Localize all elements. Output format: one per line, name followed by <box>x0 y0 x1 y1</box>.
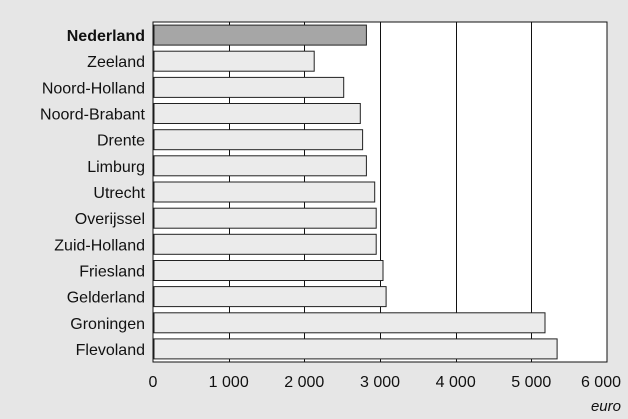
bar-noord-holland <box>153 76 345 98</box>
bar-limburg <box>153 155 367 177</box>
category-label: Limburg <box>87 159 145 176</box>
bars <box>153 24 558 360</box>
category-label: Groningen <box>70 316 145 333</box>
bar-overijssel <box>153 207 377 229</box>
category-label: Zuid-Holland <box>54 237 145 254</box>
x-tick-label: 3 000 <box>360 374 400 391</box>
x-tick-label: 1 000 <box>209 374 249 391</box>
bar-groningen <box>153 312 546 334</box>
x-tick-labels: 0 1 000 2 000 3 000 4 000 5 000 6 000 <box>149 374 622 391</box>
plot-border <box>152 21 608 363</box>
category-labels: Nederland Zeeland Noord-Holland Noord-Braba… <box>40 28 146 359</box>
category-label: Friesland <box>79 264 145 281</box>
x-axis-unit-label: euro <box>591 398 621 415</box>
bar-noord-brabant <box>153 103 361 124</box>
category-label: Overijssel <box>75 211 145 228</box>
category-label: Gelderland <box>67 290 145 307</box>
category-label: Nederland <box>67 28 145 45</box>
bar-nederland <box>153 24 367 46</box>
bar-drente <box>153 129 364 151</box>
category-label: Drente <box>97 133 145 150</box>
category-label: Noord-Brabant <box>40 107 146 124</box>
x-tick-label: 0 <box>149 374 158 391</box>
bar-friesland <box>153 260 384 281</box>
x-tick-label: 6 000 <box>581 374 621 391</box>
category-label: Zeeland <box>87 54 145 71</box>
category-label: Noord-Holland <box>42 80 145 97</box>
bar-zuid-holland <box>153 233 377 255</box>
bar-flevoland <box>153 338 558 360</box>
bar-gelderland <box>153 286 387 308</box>
category-label: Flevoland <box>76 342 145 359</box>
x-tick-label: 4 000 <box>436 374 476 391</box>
x-tick-label: 5 000 <box>511 374 551 391</box>
category-label: Utrecht <box>93 185 145 202</box>
bar-utrecht <box>153 181 376 203</box>
bar-zeeland <box>153 50 315 72</box>
x-tick-label: 2 000 <box>284 374 324 391</box>
